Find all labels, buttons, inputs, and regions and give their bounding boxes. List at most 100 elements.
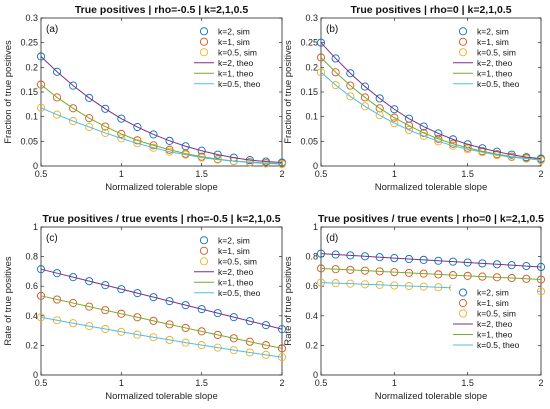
data-point: [133, 122, 142, 132]
legend-entry: k=0.5, theo: [218, 79, 261, 89]
data-point: [101, 122, 110, 131]
data-point: [434, 134, 443, 143]
data-point: [69, 117, 78, 126]
data-point: [165, 297, 174, 306]
data-point: [149, 130, 158, 139]
legend-marker: [199, 246, 209, 255]
y-tick-label: 0.6: [25, 281, 38, 291]
legend-entry: k=0.5, sim: [218, 256, 257, 266]
y-tick-label: 0.1: [305, 112, 318, 122]
data-point: [245, 348, 254, 357]
legend-entry: k=2, sim: [218, 26, 250, 36]
x-tick-label: 0.5: [315, 378, 328, 388]
series-line-0: [320, 253, 542, 268]
data-point: [419, 128, 428, 137]
data-point: [36, 103, 46, 112]
legend-entry: k=1, theo: [218, 68, 253, 78]
y-tick-label: 1: [33, 222, 38, 232]
legend-marker: [199, 37, 209, 46]
series-line-0: [40, 268, 283, 330]
data-point: [404, 125, 414, 135]
x-tick-label: 0.5: [35, 169, 48, 179]
x-tick-label: 0.5: [35, 378, 48, 388]
x-tick-label: 1: [119, 378, 124, 388]
series-line-1: [320, 57, 542, 161]
series-line-1: [320, 267, 542, 281]
data-point: [133, 139, 142, 148]
x-tick-label: 2: [538, 378, 543, 388]
y-tick-label: 0.05: [20, 136, 38, 146]
data-point: [229, 313, 238, 322]
chart-panel-d: True positives / true events | rho=0 | k…: [283, 213, 546, 402]
data-point: [101, 104, 110, 113]
series-line-0: [40, 56, 283, 164]
y-tick-label: 0.2: [305, 62, 318, 72]
data-point: [36, 52, 46, 61]
legend-entry: k=0.5, sim: [477, 308, 516, 318]
y-tick-label: 0.3: [25, 13, 38, 23]
data-point: [404, 121, 414, 130]
data-point: [181, 338, 190, 347]
y-tick-label: 0.15: [20, 87, 38, 97]
chart-panel-a: True positives | rho=-0.5 | k=2,1,0.5 (a)…: [3, 4, 287, 193]
data-point: [434, 129, 443, 138]
legend-entry: k=1, theo: [477, 68, 512, 78]
y-tick-label: 0.4: [25, 311, 38, 321]
legend-entry: k=0.5, theo: [218, 288, 261, 298]
series-line-2: [40, 107, 283, 165]
data-point: [346, 92, 355, 101]
data-point: [390, 119, 399, 128]
legend-entry: k=0.5, theo: [477, 79, 520, 89]
legend-entry: k=1, sim: [477, 37, 509, 47]
chart-panel-c: True positives / true events | rho=-0.5 …: [3, 213, 287, 402]
y-tick-label: 1: [313, 222, 318, 232]
data-point: [316, 38, 326, 47]
data-point: [434, 137, 443, 146]
x-tick-label: 1: [392, 169, 397, 179]
data-point: [101, 306, 110, 315]
data-point: [69, 319, 78, 328]
data-point: [316, 68, 326, 77]
legend-entry: k=1, sim: [218, 37, 250, 47]
y-tick-label: 0.15: [300, 87, 318, 97]
data-point: [53, 295, 62, 304]
chart-title: True positives / true events | rho=0 | k…: [318, 213, 544, 225]
series-line-2: [40, 316, 283, 358]
data-point: [277, 325, 287, 334]
legend-entry: k=1, theo: [477, 329, 512, 339]
data-point: [390, 105, 399, 114]
data-point: [261, 321, 270, 330]
series-line-2: [320, 71, 542, 161]
data-point: [117, 285, 126, 294]
data-point: [117, 309, 126, 318]
panel-label: (a): [46, 24, 58, 35]
x-axis-label: Normalized tolerable slope: [105, 182, 217, 193]
legend-entry: k=2, sim: [477, 287, 509, 297]
legend-marker: [199, 48, 209, 57]
data-point: [261, 341, 270, 350]
data-point: [117, 327, 126, 336]
x-tick-label: 1.5: [461, 169, 474, 179]
data-point: [149, 293, 158, 302]
data-point: [229, 346, 238, 355]
data-point: [133, 289, 142, 298]
data-point: [85, 114, 94, 123]
x-tick-label: 1: [119, 169, 124, 179]
legend-entry: k=1, sim: [218, 246, 250, 256]
y-tick-label: 0.4: [305, 311, 318, 321]
y-tick-label: 0.25: [20, 38, 38, 48]
data-point: [85, 122, 94, 132]
data-point: [69, 299, 78, 308]
y-tick-label: 0: [313, 370, 318, 380]
data-point: [117, 134, 126, 143]
data-point: [331, 81, 340, 90]
legend-entry: k=2, theo: [477, 319, 512, 329]
legend-entry: k=2, theo: [218, 267, 253, 277]
legend-marker: [458, 309, 468, 318]
data-point: [101, 128, 110, 137]
y-tick-label: 0.8: [25, 252, 38, 262]
legend-marker: [458, 27, 468, 36]
